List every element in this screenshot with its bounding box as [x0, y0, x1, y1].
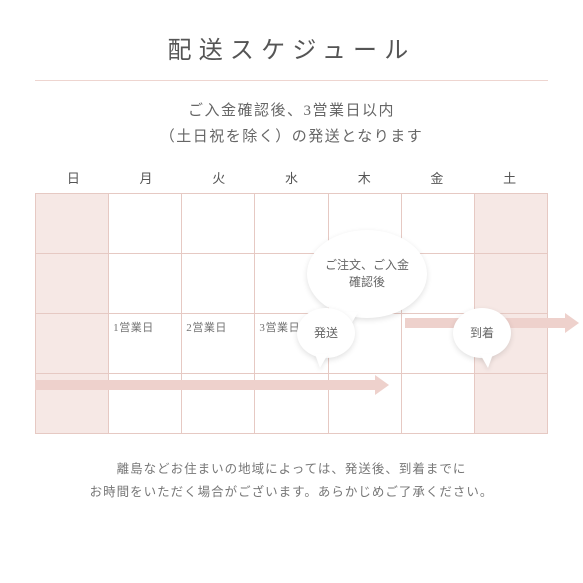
weekday-thu: 木	[328, 168, 401, 187]
calendar-cell	[182, 254, 255, 314]
calendar-cell: 1営業日	[109, 314, 182, 374]
bubble-arrive-text: 到着	[470, 325, 494, 342]
weekday-header: 日 月 火 水 木 金 土	[35, 168, 548, 187]
footnote-line2: お時間をいただく場合がございます。あらかじめご了承ください。	[35, 481, 548, 504]
calendar-cell	[109, 254, 182, 314]
bubble-ship: 発送	[297, 308, 355, 358]
calendar-cell	[475, 374, 548, 434]
bubble-arrive: 到着	[453, 308, 511, 358]
weekday-mon: 月	[110, 168, 183, 187]
weekday-sun: 日	[37, 168, 110, 187]
calendar-cell	[475, 194, 548, 254]
weekday-tue: 火	[182, 168, 255, 187]
calendar-cell	[109, 194, 182, 254]
calendar-cell	[402, 374, 475, 434]
subtitle-line1: ご入金確認後、3営業日以内	[35, 99, 548, 125]
arrow-bottom	[35, 380, 375, 390]
page-title: 配送スケジュール	[35, 30, 548, 65]
calendar-cell	[36, 254, 109, 314]
calendar-wrapper: 日 月 火 水 木 金 土 1営業日2営業日3営業日 ご注文、ご入金 確認後 発…	[35, 168, 548, 434]
divider	[35, 80, 548, 81]
calendar-cell	[36, 194, 109, 254]
bubble-ship-text: 発送	[314, 325, 338, 342]
bubble-order-confirm-text: ご注文、ご入金 確認後	[325, 257, 409, 291]
weekday-fri: 金	[401, 168, 474, 187]
weekday-sat: 土	[473, 168, 546, 187]
bubble-order-confirm: ご注文、ご入金 確認後	[307, 230, 427, 318]
calendar-cell	[475, 254, 548, 314]
calendar-cell	[36, 314, 109, 374]
calendar-cell	[182, 194, 255, 254]
subtitle-line2: （土日祝を除く）の発送となります	[35, 125, 548, 151]
weekday-wed: 水	[255, 168, 328, 187]
calendar-cell	[255, 194, 328, 254]
calendar-cell: 2営業日	[182, 314, 255, 374]
footnote-line1: 離島などお住まいの地域によっては、発送後、到着までに	[35, 458, 548, 481]
